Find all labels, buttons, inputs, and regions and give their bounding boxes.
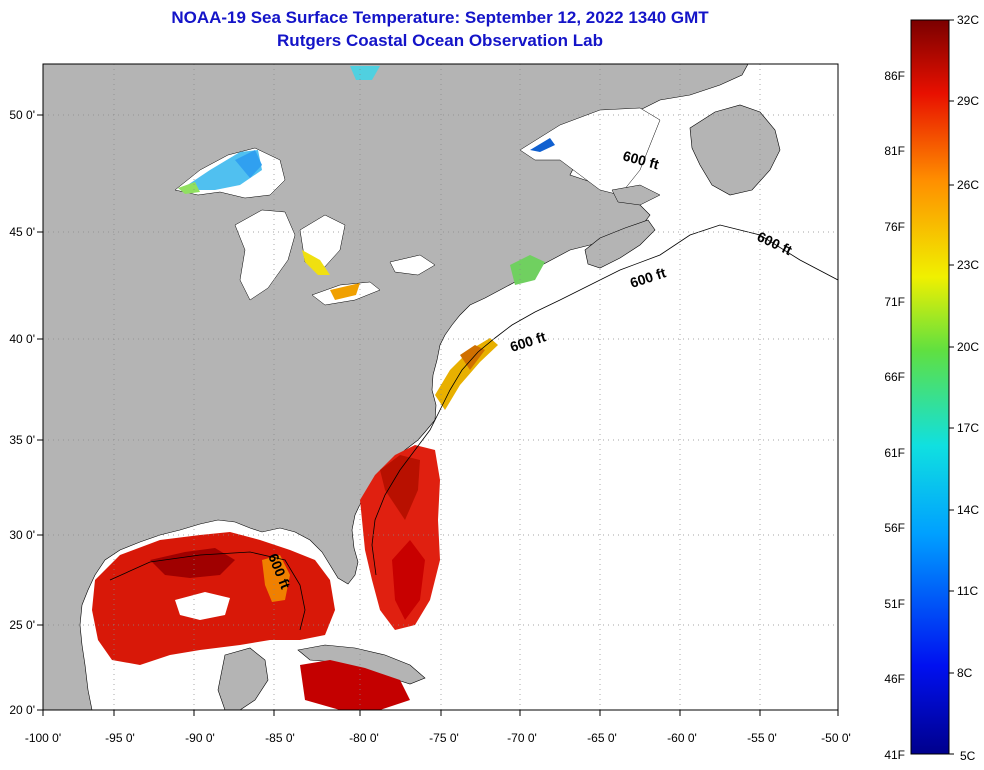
lon-label-75: -75 0' [429, 731, 459, 745]
colorbar-fahrenheit-label: 71F [884, 295, 905, 309]
colorbar-fahrenheit-label: 51F [884, 597, 905, 611]
colorbar-celsius-label: 17C [957, 421, 979, 435]
sst-data-patches [92, 66, 555, 710]
lon-label-65: -65 0' [587, 731, 617, 745]
lon-label-100: -100 0' [25, 731, 61, 745]
land-pei [611, 184, 661, 206]
lat-label-40: 40 0' [9, 332, 35, 346]
lat-label-45: 45 0' [9, 225, 35, 239]
colorbar-celsius-label: 32C [957, 13, 979, 27]
colorbar-celsius-label: 14C [957, 503, 979, 517]
lat-label-25: 25 0' [9, 618, 35, 632]
colorbar-celsius-label: 11C [957, 584, 978, 598]
lon-label-90: -90 0' [185, 731, 215, 745]
lat-label-50: 50 0' [9, 108, 35, 122]
colorbar-celsius-label: 26C [957, 178, 979, 192]
colorbar-ticks [949, 19, 954, 755]
land-nova-scotia [584, 219, 656, 269]
lon-label-95: -95 0' [105, 731, 135, 745]
colorbar-fahrenheit-label: 76F [884, 220, 905, 234]
colorbar-fahrenheit-label: 86F [884, 69, 905, 83]
colorbar-celsius-label: 20C [957, 340, 979, 354]
colorbar-fahrenheit-label: 41F [884, 748, 905, 762]
map-content [43, 64, 838, 710]
colorbar-celsius-label: 5C [960, 749, 976, 763]
land-yucatan [217, 647, 269, 710]
colorbar-celsius-label: 8C [957, 666, 973, 680]
lon-label-60: -60 0' [667, 731, 697, 745]
isobath-600ft [371, 224, 838, 576]
lat-label-35: 35 0' [9, 433, 35, 447]
lon-label-85: -85 0' [265, 731, 295, 745]
lon-label-70: -70 0' [507, 731, 537, 745]
map-subtitle: Rutgers Coastal Ocean Observation Lab [277, 31, 603, 50]
map-title: NOAA-19 Sea Surface Temperature: Septemb… [171, 8, 709, 27]
colorbar-celsius-label: 23C [957, 258, 979, 272]
lon-label-80: -80 0' [349, 731, 379, 745]
lon-label-55: -55 0' [747, 731, 777, 745]
land-newfoundland [689, 104, 781, 196]
lat-label-30: 30 0' [9, 528, 35, 542]
colorbar [910, 19, 950, 755]
colorbar-celsius-label: 29C [957, 94, 979, 108]
colorbar-fahrenheit-label: 66F [884, 370, 905, 384]
colorbar-fahrenheit-label: 61F [884, 446, 905, 460]
axis-ticks [37, 114, 839, 716]
lon-label-50: -50 0' [821, 731, 851, 745]
colorbar-fahrenheit-label: 81F [884, 144, 905, 158]
colorbar-fahrenheit-label: 56F [884, 521, 905, 535]
lat-label-20: 20 0' [9, 703, 35, 717]
colorbar-fahrenheit-label: 46F [884, 672, 905, 686]
